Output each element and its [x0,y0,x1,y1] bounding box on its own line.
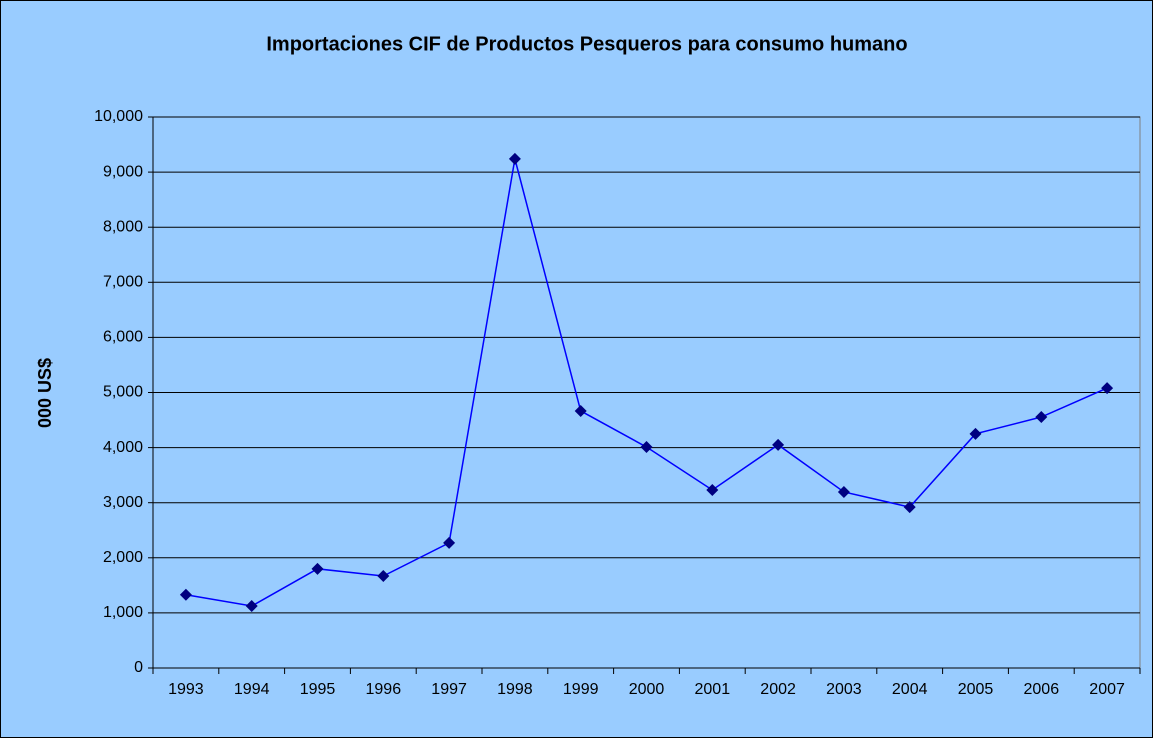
data-marker [443,536,456,549]
y-tick-label: 7,000 [103,274,143,291]
x-tick-label: 1998 [497,681,533,698]
x-tick-label: 2005 [958,681,994,698]
x-tick-label: 1995 [300,681,336,698]
data-marker [508,152,521,165]
x-tick-label: 1994 [234,681,270,698]
data-marker [903,501,916,514]
data-marker [640,441,653,454]
data-marker [772,438,785,451]
data-marker [245,600,258,613]
y-tick-label: 10,000 [94,108,143,125]
y-tick-label: 1,000 [103,604,143,621]
x-tick-label: 2004 [892,681,928,698]
y-tick-label: 0 [134,659,143,676]
y-tick-label: 2,000 [103,549,143,566]
y-tick-label: 4,000 [103,439,143,456]
x-tick-label: 2002 [760,681,796,698]
y-tick-label: 5,000 [103,384,143,401]
x-tick-label: 2006 [1024,681,1060,698]
y-tick-label: 8,000 [103,218,143,235]
data-marker [311,562,324,575]
data-marker [706,484,719,497]
y-tick-label: 9,000 [103,163,143,180]
x-tick-label: 2001 [695,681,731,698]
y-axis-label: 000 US$ [35,358,55,428]
data-marker [1101,382,1114,395]
data-marker [969,427,982,440]
x-tick-label: 1993 [168,681,204,698]
data-marker [574,404,587,417]
x-tick-label: 1997 [431,681,467,698]
x-tick-label: 1996 [366,681,402,698]
data-marker [1035,411,1048,424]
data-marker [837,485,850,498]
y-tick-label: 6,000 [103,329,143,346]
data-marker [377,569,390,582]
x-tick-label: 2000 [629,681,665,698]
data-marker [179,588,192,601]
x-tick-label: 1999 [563,681,599,698]
chart-title: Importaciones CIF de Productos Pesqueros… [266,33,907,55]
x-tick-label: 2007 [1089,681,1125,698]
x-tick-label: 2003 [826,681,862,698]
y-tick-label: 3,000 [103,494,143,511]
